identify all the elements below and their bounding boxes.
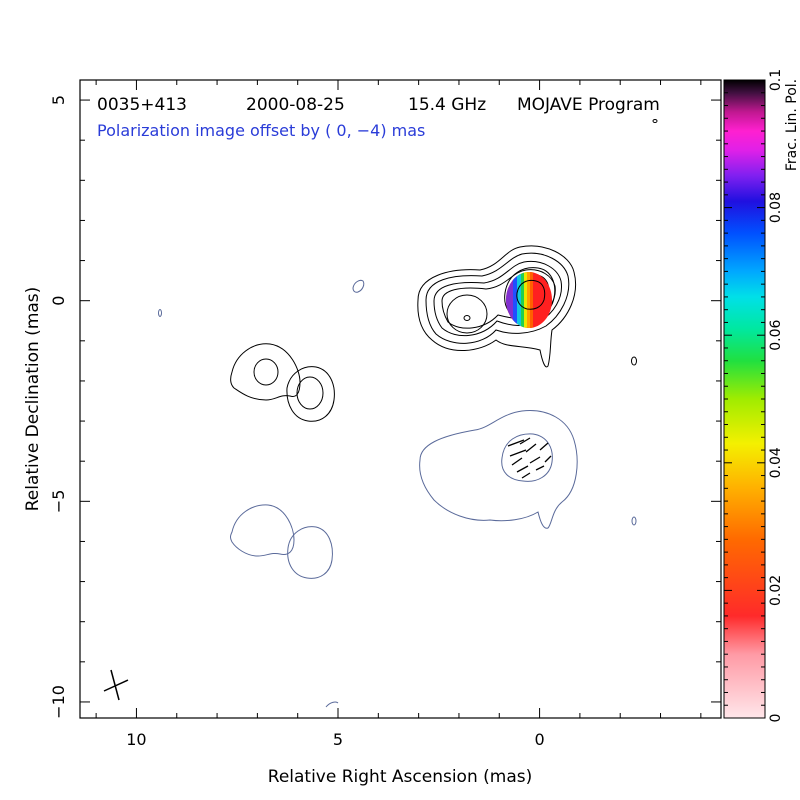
colorbar-label: Frac. Lin. Pol.	[784, 79, 800, 171]
colorbar-tick-label: 0.04	[768, 447, 784, 478]
y-tick-label: −10	[49, 685, 68, 719]
pol-core-contour	[501, 433, 553, 482]
jet-knot-a-inner	[253, 358, 279, 386]
source-name: 0035+413	[97, 95, 187, 115]
colorbar-tick-label: 0.06	[768, 320, 784, 351]
y-tick-label: 0	[49, 296, 68, 306]
noise-contour-right	[631, 356, 637, 366]
pol-noise-right	[631, 516, 637, 526]
pol-noise-left	[158, 309, 162, 317]
colorbar-tick-label: 0.08	[768, 192, 784, 223]
total-intensity-contours	[230, 119, 658, 422]
y-axis-ticks: 5 0 −5 −10	[49, 95, 721, 719]
pol-noise-bottom	[325, 701, 339, 708]
inner-jet-peak	[463, 315, 471, 321]
core-contour-overlay	[516, 279, 546, 310]
x-axis-ticks: 10 5 0	[95, 80, 702, 749]
x-axis-label: Relative Right Ascension (mas)	[268, 767, 532, 787]
contour-3	[433, 260, 562, 337]
jet-knot-b-inner	[296, 376, 324, 410]
observation-date: 2000-08-25	[246, 95, 345, 115]
y-tick-label: −5	[49, 490, 68, 514]
polarization-vectors	[507, 437, 552, 479]
colorbar	[723, 79, 766, 719]
jet-knot-a-outer	[230, 343, 301, 401]
polarization-contours	[158, 279, 637, 708]
polarization-offset-note: Polarization image offset by ( 0, −4) ma…	[97, 121, 425, 140]
pol-jet-knot-a	[230, 504, 295, 557]
jet-knot-b-outer	[286, 366, 335, 422]
contour-2	[425, 252, 570, 344]
program-name: MOJAVE Program	[517, 95, 660, 115]
fractional-polarization-image	[506, 272, 552, 328]
x-tick-label: 10	[126, 730, 146, 749]
x-tick-label: 5	[333, 730, 343, 749]
inner-jet-ring	[446, 294, 488, 334]
colorbar-tick-label: 0.1	[768, 69, 784, 91]
y-tick-label: 5	[49, 95, 68, 105]
plot-frame	[79, 79, 722, 719]
pol-jet-knot-b	[287, 526, 333, 579]
restoring-beam-marker	[103, 669, 129, 701]
noise-contour-top	[652, 119, 658, 123]
colorbar-ticks: 0 0.02 0.04 0.06 0.08 0.1	[724, 69, 784, 723]
observing-frequency: 15.4 GHz	[408, 95, 486, 115]
pol-contour-outer	[419, 410, 578, 529]
y-axis-label: Relative Declination (mas)	[23, 287, 43, 512]
pol-noise-mid	[352, 279, 365, 293]
colorbar-tick-label: 0.02	[768, 575, 784, 606]
contour-outer	[417, 245, 576, 368]
colorbar-tick-label: 0	[768, 714, 784, 723]
x-tick-label: 0	[534, 730, 544, 749]
